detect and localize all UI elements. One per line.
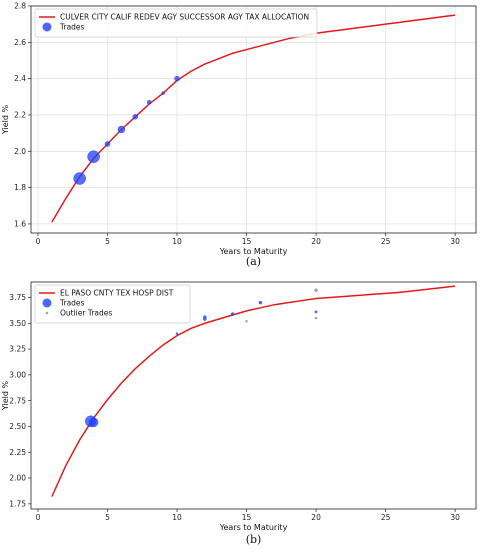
trade-point [87, 150, 100, 163]
y-axis-label: Yield % [1, 105, 10, 136]
y-tick-label: 2.75 [9, 396, 26, 405]
y-tick-label: 2.0 [14, 147, 26, 156]
x-tick-label: 30 [450, 237, 460, 246]
legend-marker-swatch [45, 311, 49, 315]
y-tick-label: 1.8 [14, 183, 26, 192]
series-line [51, 14, 456, 223]
y-tick-label: 3.25 [9, 345, 26, 354]
y-tick-label: 3.50 [9, 319, 26, 328]
outlier-trade-point [245, 319, 248, 323]
x-tick-label: 5 [105, 237, 110, 246]
y-tick-label: 2.4 [14, 74, 26, 83]
y-tick-label: 2.8 [14, 2, 26, 11]
y-tick-label: 2.6 [14, 38, 26, 47]
plot-frame [30, 281, 477, 510]
trade-point [230, 312, 235, 316]
legend-entry-label: CULVER CITY CALIF REDEV AGY SUCCESSOR AG… [60, 13, 309, 22]
chart-panel-1: 0 5 10 15 20 25 30 1.75 2.00 2.25 2.50 2.75 3.00 3.25… [1, 281, 477, 546]
trade-point [104, 141, 111, 147]
x-axis-label: Years to Maturity [219, 523, 288, 532]
y-tick-label: 2.50 [9, 422, 26, 431]
y-tick-label: 3.00 [9, 370, 26, 379]
plot-frame [30, 5, 477, 234]
x-tick-label: 15 [242, 237, 252, 246]
legend-box [34, 284, 191, 324]
legend-entry-label: Trades [59, 299, 85, 308]
trade-point [88, 417, 99, 428]
x-tick-label: 25 [381, 513, 391, 522]
trade-point [174, 75, 180, 82]
chart-panel-0: 0 5 10 15 20 25 30 1.6 1.8 2.0 2.2 2.4 2.6 2.8 Years t… [1, 2, 477, 268]
trade-point [146, 99, 152, 105]
panel-caption: (b) [246, 533, 262, 546]
trade-point [175, 332, 179, 335]
y-tick-label: 1.75 [9, 499, 26, 508]
legend-entry-label: Outlier Trades [60, 309, 112, 318]
trade-point [117, 125, 126, 134]
outlier-trade-point [314, 316, 318, 320]
legend-marker-swatch [42, 22, 52, 32]
y-axis-label: Yield % [1, 381, 10, 412]
x-tick-label: 20 [311, 237, 321, 246]
x-tick-label: 5 [105, 513, 110, 522]
trade-point [314, 310, 318, 314]
y-tick-label: 2.2 [14, 111, 26, 120]
x-tick-label: 10 [172, 237, 182, 246]
trade-point [161, 91, 165, 95]
x-tick-label: 30 [450, 513, 460, 522]
outlier-trade-point [314, 288, 318, 293]
trade-point [73, 172, 86, 185]
y-tick-label: 3.75 [9, 293, 26, 302]
trade-point [132, 114, 139, 120]
trade-point [258, 300, 263, 305]
x-tick-label: 0 [36, 237, 41, 246]
y-tick-label: 2.00 [9, 474, 26, 483]
legend-marker-swatch [42, 298, 52, 308]
x-tick-label: 10 [172, 513, 182, 522]
legend-box [34, 8, 318, 38]
x-axis-label: Years to Maturity [219, 247, 288, 256]
x-tick-label: 20 [311, 513, 321, 522]
y-tick-label: 1.6 [14, 220, 26, 229]
legend-entry-label: Trades [59, 23, 85, 32]
series-line [51, 285, 456, 497]
legend-entry-label: EL PASO CNTY TEX HOSP DIST [60, 289, 174, 298]
x-tick-label: 0 [36, 513, 41, 522]
y-tick-label: 2.25 [9, 448, 26, 457]
trade-point [203, 315, 207, 319]
x-tick-label: 15 [242, 513, 252, 522]
x-tick-label: 25 [381, 237, 391, 246]
panel-caption: (a) [246, 255, 261, 268]
